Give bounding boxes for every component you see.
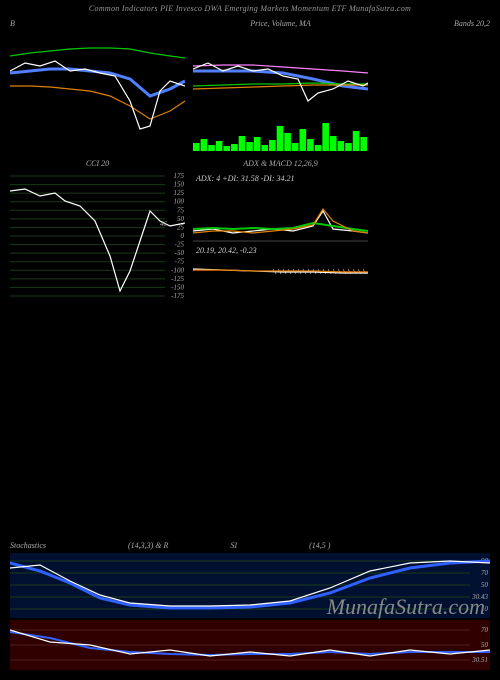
svg-text:-175: -175 [171,292,184,300]
panel-bbands: B [10,31,185,151]
svg-text:70: 70 [481,569,489,577]
price-title: Price, Volume, MA [193,19,368,28]
svg-text:ADX: 4 +DI: 31.58 -DI: 34.: ADX: 4 +DI: 31.58 -DI: 34.21 [195,174,295,183]
panel-price: Price, Volume, MA [193,31,368,151]
svg-text:50: 50 [177,215,185,223]
chart-bbands [10,31,185,151]
chart-rsi: 70 50 30.51 [10,620,490,670]
svg-text:125: 125 [174,189,185,197]
chart-adx: ADX: 4 +DI: 31.58 -DI: 34.2120.19, 20.42… [193,171,368,301]
svg-text:150: 150 [174,181,185,189]
bb-title: B [10,19,185,28]
svg-text:-25: -25 [175,241,185,249]
svg-text:-100: -100 [171,266,184,274]
cci-title: CCI 20 [10,159,185,168]
panel-bb-right: Bands 20,2 [376,31,490,151]
svg-text:100: 100 [174,198,185,206]
page-header: Common Indicators PIE Invesco DWA Emergi… [0,0,500,17]
chart-price [193,31,368,151]
svg-text:0: 0 [181,232,185,240]
svg-text:46: 46 [160,220,168,228]
svg-text:70: 70 [481,626,489,634]
stoch-title: Stochastics (14,3,3) & R SI (14,5 ) [10,541,490,550]
svg-text:175: 175 [174,172,185,180]
svg-text:-75: -75 [175,258,185,266]
svg-text:50: 50 [481,641,489,649]
svg-text:75: 75 [177,206,185,214]
watermark: MunafaSutra.com [327,594,485,620]
svg-text:30.51: 30.51 [471,656,488,664]
adx-title: ADX & MACD 12,26,9 [193,159,368,168]
svg-text:-125: -125 [171,275,184,283]
bb-title-right: Bands 20,2 [376,19,498,28]
svg-text:20.19, 20.42, -0.23: 20.19, 20.42, -0.23 [196,246,257,255]
panel-rsi: 70 50 30.51 [10,620,490,670]
svg-text:-150: -150 [171,283,184,291]
panel-adx: ADX & MACD 12,26,9 ADX: 4 +DI: 31.58 -DI… [193,171,368,301]
svg-text:50: 50 [481,581,489,589]
chart-cci: 1751501251007550250-25-50-75-100-125-150… [10,171,185,301]
panel-cci: CCI 20 1751501251007550250-25-50-75-100-… [10,171,185,301]
svg-text:-50: -50 [175,249,185,257]
